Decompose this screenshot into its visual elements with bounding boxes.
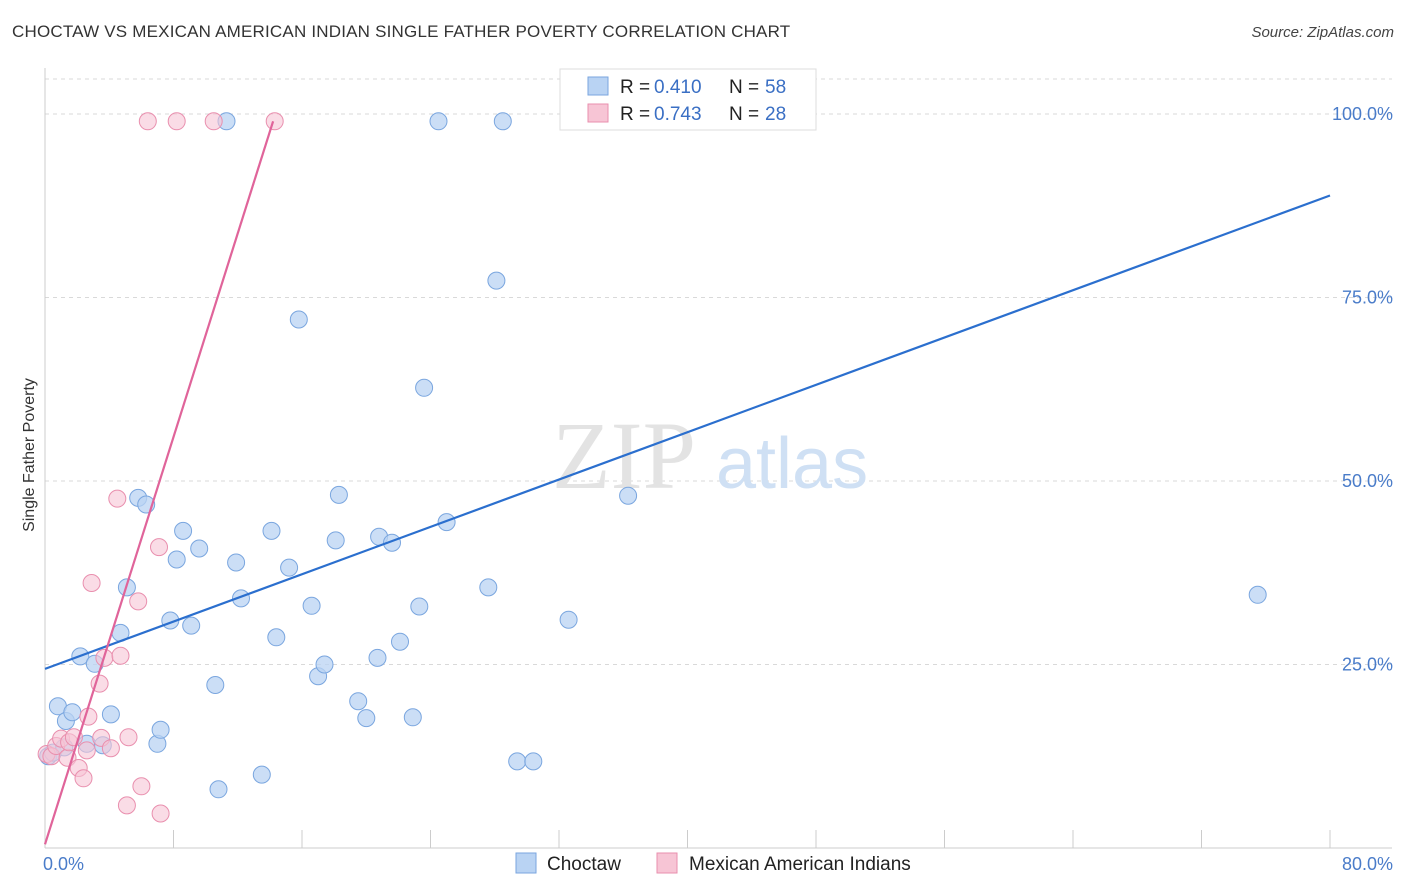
choctaw-point-10: [101, 705, 120, 724]
y-tick-label-1: 50.0%: [1342, 471, 1393, 491]
y-tick-label-0: 25.0%: [1342, 654, 1393, 674]
mexican-point-22: [138, 112, 157, 131]
choctaw-point-41: [391, 632, 409, 651]
choctaw-point-23: [209, 780, 228, 799]
choctaw-point-29: [280, 558, 299, 577]
choctaw-point-44: [415, 378, 434, 397]
choctaw-point-50: [508, 752, 527, 771]
choctaw-point-30: [289, 310, 308, 329]
mexican-point-20: [129, 592, 148, 611]
mexican-point-19: [119, 728, 138, 747]
legend-r-value-2: 0.743: [654, 104, 702, 125]
choctaw-point-49: [493, 112, 512, 131]
choctaw-point-26: [252, 765, 271, 784]
legend-n-label-2: N =: [729, 104, 759, 125]
legend-n-label-1: N =: [729, 77, 759, 98]
legend-box: R = 0.410 N = 58 R = 0.743 N = 28: [559, 68, 817, 131]
mexican-trendline: [43, 120, 275, 845]
choctaw-point-48: [487, 271, 506, 290]
legend-swatch-mexican: [587, 103, 609, 123]
bottom-legend-label-choctaw: Choctaw: [547, 854, 621, 875]
choctaw-point-54: [619, 486, 638, 505]
bottom-legend-label-mexican: Mexican American Indians: [689, 854, 911, 875]
choctaw-point-43: [410, 597, 429, 616]
choctaw-point-37: [357, 709, 376, 728]
grid-layer: [45, 78, 1392, 665]
chart-title: CHOCTAW VS MEXICAN AMERICAN INDIAN SINGL…: [12, 22, 791, 41]
choctaw-point-20: [182, 616, 201, 635]
x-tick-label-0: 0.0%: [43, 854, 84, 874]
legend-r-label-1: R =: [620, 77, 650, 98]
mexican-point-23: [150, 538, 168, 557]
watermark-atlas: atlas: [716, 424, 868, 504]
mexican-point-25: [167, 112, 186, 131]
bottom-legend-swatch-choctaw: [515, 852, 537, 874]
bottom-legend: Choctaw Mexican American Indians: [515, 852, 911, 875]
x-tick-label-1: 80.0%: [1342, 854, 1393, 874]
choctaw-point-51: [524, 752, 543, 771]
choctaw-point-45: [429, 112, 448, 131]
y-axis-label: Single Father Poverty: [21, 378, 38, 532]
legend-r-value-1: 0.410: [654, 77, 702, 98]
mexican-point-11: [82, 574, 101, 592]
legend-n-value-1: 58: [765, 77, 786, 98]
mexican-point-8: [74, 769, 93, 788]
legend-swatch-choctaw: [587, 76, 609, 96]
choctaw-point-16: [151, 720, 170, 739]
y-tick-label-2: 75.0%: [1342, 287, 1393, 307]
choctaw-point-36: [349, 692, 368, 711]
choctaw-point-22: [206, 676, 225, 694]
choctaw-point-4: [63, 703, 82, 722]
mexican-point-9: [77, 741, 96, 760]
mexican-point-16: [108, 489, 127, 508]
choctaw-point-38: [368, 648, 387, 667]
choctaw-point-35: [329, 485, 348, 504]
mexican-point-27: [265, 112, 284, 131]
source-label: Source: ZipAtlas.com: [1251, 24, 1394, 41]
choctaw-point-24: [227, 553, 246, 572]
choctaw-point-21: [190, 539, 209, 558]
choctaw-point-18: [167, 550, 186, 569]
choctaw-point-28: [267, 628, 286, 647]
choctaw-point-19: [174, 521, 193, 540]
mexican-point-26: [204, 112, 223, 131]
trend-layer: [43, 120, 1331, 845]
watermark: ZIP atlas: [552, 402, 868, 509]
choctaw-point-42: [403, 708, 422, 727]
choctaw-trendline: [44, 194, 1331, 670]
mexican-points: [37, 112, 284, 823]
choctaw-point-53: [559, 610, 578, 629]
choctaw-point-47: [479, 578, 498, 597]
legend-n-value-2: 28: [765, 104, 786, 125]
legend-r-label-2: R =: [620, 104, 650, 125]
choctaw-point-34: [326, 531, 345, 550]
bottom-legend-swatch-mexican: [656, 852, 678, 874]
mexican-point-18: [117, 796, 136, 815]
y-tick-label-3: 100.0%: [1332, 104, 1393, 124]
choctaw-point-27: [262, 521, 281, 540]
choctaw-point-31: [302, 596, 321, 615]
mexican-point-24: [151, 804, 170, 823]
axis-layer: 25.0% 50.0% 75.0% 100.0% 0.0% 80.0%: [43, 68, 1393, 874]
choctaw-point-33: [315, 655, 334, 674]
mexican-point-21: [132, 777, 151, 796]
choctaw-point-56: [1248, 585, 1267, 604]
mexican-point-17: [111, 646, 130, 665]
mexican-point-15: [101, 739, 120, 758]
